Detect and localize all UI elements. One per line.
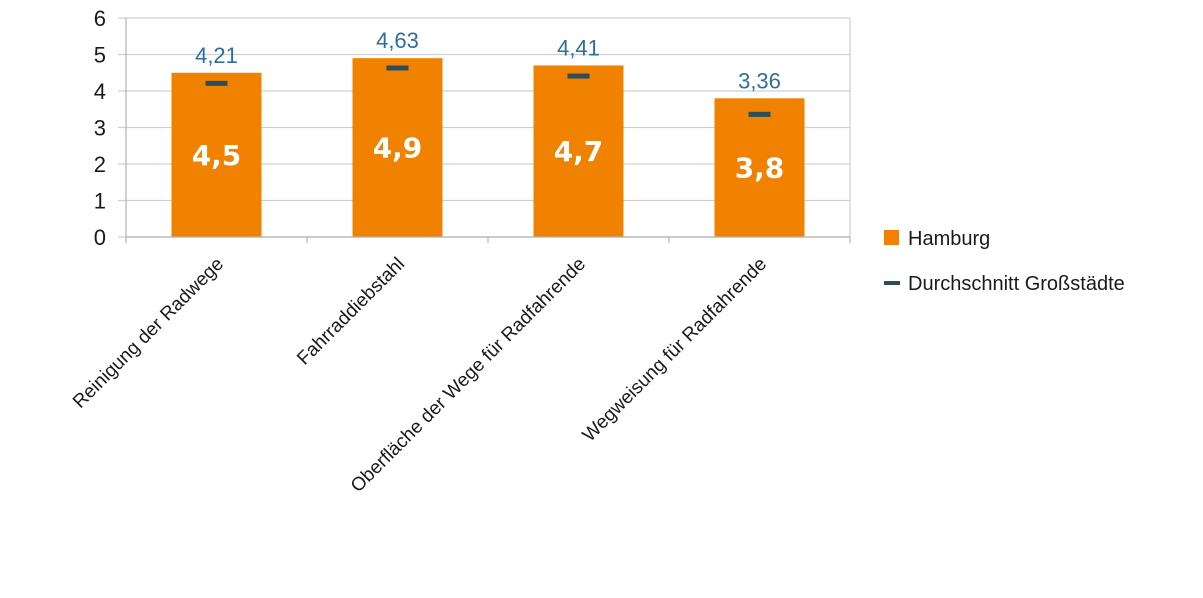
legend-label-hamburg: Hamburg bbox=[908, 228, 990, 250]
x-axis: Reinigung der Radwege FahrraddiebstahlObe… bbox=[69, 236, 851, 497]
average-marker bbox=[748, 111, 771, 117]
y-tick-label: 1 bbox=[94, 189, 106, 214]
y-axis: 0 1 2 3 4 5 6 bbox=[94, 6, 127, 250]
bar-hamburg bbox=[533, 65, 624, 237]
y-tick-label: 6 bbox=[94, 6, 106, 31]
average-marker bbox=[567, 73, 590, 79]
average-value-label: 3,36 bbox=[738, 68, 781, 93]
bar-value-label: 4,7 bbox=[554, 135, 604, 168]
average-value-label: 4,41 bbox=[557, 35, 600, 60]
average-value-label: 4,63 bbox=[376, 28, 419, 53]
x-category-label: Wegweisung für Radfahrende bbox=[579, 254, 771, 446]
y-tick-label: 3 bbox=[94, 116, 106, 141]
y-tick-label: 0 bbox=[94, 225, 106, 250]
marker-series-average: 4,21 4,63 4,41 3,36 bbox=[195, 28, 781, 117]
legend-swatch-hamburg bbox=[884, 230, 899, 245]
average-marker bbox=[205, 80, 228, 86]
bar-value-label: 3,8 bbox=[735, 152, 785, 185]
x-category-label: Reinigung der Radwege bbox=[69, 254, 228, 413]
legend: Hamburg Durchschnitt Großstädte bbox=[884, 228, 1125, 295]
legend-swatch-average bbox=[884, 281, 900, 285]
average-marker bbox=[386, 65, 409, 71]
bar-value-label: 4,5 bbox=[192, 139, 242, 172]
bar-hamburg bbox=[352, 58, 443, 238]
y-tick-label: 4 bbox=[94, 79, 106, 104]
bar-value-label: 4,9 bbox=[373, 132, 423, 165]
average-value-label: 4,21 bbox=[195, 43, 238, 68]
bar-hamburg bbox=[171, 72, 262, 237]
bar-series-hamburg: 4,5 4,9 4,7 3,8 bbox=[171, 58, 805, 238]
y-tick-label: 2 bbox=[94, 152, 106, 177]
x-category-label: Fahrraddiebstahl bbox=[293, 254, 409, 370]
legend-label-average: Durchschnitt Großstädte bbox=[908, 273, 1125, 295]
y-tick-label: 5 bbox=[94, 43, 106, 68]
bar-hamburg bbox=[714, 98, 805, 237]
